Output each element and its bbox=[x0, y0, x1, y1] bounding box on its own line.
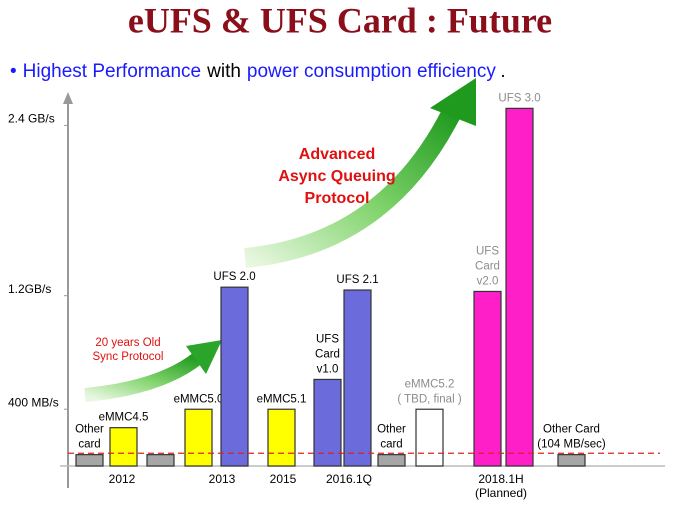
bar-label: Other bbox=[377, 424, 406, 436]
bullet-marker: • bbox=[10, 61, 17, 82]
bar bbox=[473, 290, 502, 467]
small-arrow-head bbox=[186, 340, 222, 374]
bar-label: UFS 3.0 bbox=[498, 92, 540, 104]
bar-label: card bbox=[380, 439, 402, 451]
bar bbox=[220, 286, 249, 467]
x-group-label: 2016.1Q bbox=[326, 472, 372, 486]
bar-label: UFS 2.1 bbox=[336, 274, 378, 286]
bullet-text: power consumption efficiency bbox=[247, 61, 496, 82]
bullet-text: Highest Performance bbox=[23, 61, 201, 82]
bar-label: UFS bbox=[476, 245, 499, 257]
bar bbox=[557, 454, 586, 467]
annotation: Sync Protocol bbox=[93, 351, 164, 363]
slide-title: eUFS & UFS Card : Future bbox=[128, 0, 552, 40]
bullet-line: • Highest Performance with power consumptio… bbox=[10, 61, 506, 82]
y-tick-label: 2.4 GB/s bbox=[8, 112, 55, 126]
x-group-label: 2012 bbox=[109, 472, 136, 486]
annotation: Protocol bbox=[305, 190, 370, 207]
bar bbox=[343, 289, 372, 467]
bar bbox=[377, 454, 406, 467]
bar-label: Other bbox=[75, 424, 104, 436]
bar bbox=[267, 408, 296, 467]
annotation: Async Queuing bbox=[278, 168, 395, 185]
bar bbox=[109, 427, 138, 467]
bar-label: eMMC4.5 bbox=[99, 412, 149, 424]
bar-label: Other Card bbox=[543, 424, 600, 436]
bar-label: card bbox=[78, 439, 100, 451]
bar bbox=[184, 408, 213, 467]
annotation: Advanced bbox=[299, 146, 375, 163]
bar bbox=[75, 454, 104, 467]
big-arrow bbox=[244, 107, 461, 268]
big-arrow-head bbox=[430, 78, 476, 126]
bullet-text: with bbox=[206, 61, 241, 82]
x-group-label: 2013 bbox=[209, 472, 236, 486]
x-group-label: 2015 bbox=[270, 472, 297, 486]
y-tick-label: 400 MB/s bbox=[8, 395, 59, 409]
annotation: 20 years Old bbox=[95, 337, 160, 349]
bar bbox=[415, 408, 444, 467]
bar-label: eMMC5.0 bbox=[174, 393, 224, 405]
bar-label: eMMC5.2 bbox=[405, 378, 455, 390]
bar-label: v2.0 bbox=[477, 275, 499, 287]
bar-label: UFS 2.0 bbox=[213, 271, 255, 283]
bullet-text: . bbox=[500, 61, 505, 82]
x-group-label: 2018.1H bbox=[478, 472, 523, 486]
bar-label: eMMC5.1 bbox=[257, 393, 307, 405]
small-arrow bbox=[84, 352, 203, 402]
bar-label: ( TBD, final ) bbox=[397, 393, 461, 405]
bar-label: (104 MB/sec) bbox=[537, 439, 606, 451]
bar-label: Card bbox=[475, 260, 500, 272]
bar bbox=[313, 378, 342, 467]
bar-label: Card bbox=[315, 348, 340, 360]
y-axis-arrow bbox=[63, 92, 73, 104]
y-tick-label: 1.2GB/s bbox=[8, 282, 51, 296]
bar bbox=[146, 454, 175, 467]
bar-label: UFS bbox=[316, 333, 339, 345]
x-group-label: (Planned) bbox=[475, 486, 527, 500]
bar bbox=[505, 107, 534, 467]
bar-label: v1.0 bbox=[317, 363, 339, 375]
